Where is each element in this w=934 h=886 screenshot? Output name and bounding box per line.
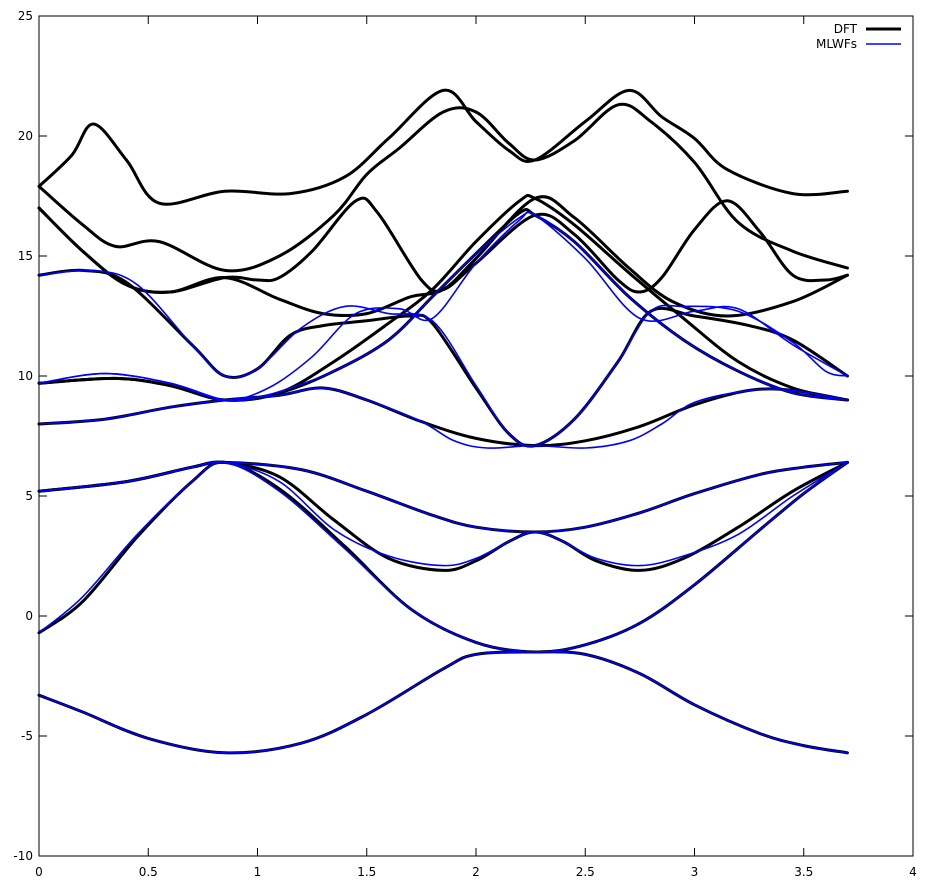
y-tick-label: -5 <box>21 729 33 743</box>
legend-label-dft: DFT <box>834 22 858 36</box>
dft-band-5 <box>37 386 849 448</box>
dft-band-7 <box>37 193 849 402</box>
x-tick-label: 3.5 <box>794 865 813 879</box>
y-tick-label: 15 <box>18 249 33 263</box>
axis-ticks: 0 0.5 1 1.5 2 2.5 3 3.5 4 -10 -5 0 5 10 15 20 25 <box>13 9 916 879</box>
x-tick-label: 0.5 <box>139 865 158 879</box>
x-tick-label: 1 <box>254 865 262 879</box>
plot-frame <box>38 15 914 857</box>
dft-band-10 <box>37 195 849 318</box>
dft-band-6 <box>37 208 849 402</box>
mlwf-band-8 <box>38 269 849 447</box>
x-tick-label: 0 <box>35 865 43 879</box>
x-tick-label: 1.5 <box>357 865 376 879</box>
y-tick-label: -10 <box>13 849 33 863</box>
x-tick-label: 2 <box>472 865 480 879</box>
mlwf-band-3 <box>38 461 849 533</box>
series-lines <box>37 88 849 755</box>
legend-label-mlwfs: MLWFs <box>816 37 857 51</box>
x-tick-label: 4 <box>909 865 917 879</box>
y-tick-label: 20 <box>18 129 33 143</box>
y-tick-label: 5 <box>25 489 33 503</box>
dft-band-8 <box>37 268 849 448</box>
x-tick-label: 3 <box>691 865 699 879</box>
dft-band-4 <box>37 460 849 572</box>
dft-band-12 <box>37 88 849 206</box>
dft-band-3 <box>37 460 849 534</box>
mlwf-band-1 <box>38 651 849 754</box>
y-tick-label: 25 <box>18 9 33 23</box>
x-tick-label: 2.5 <box>576 865 595 879</box>
y-tick-label: 10 <box>18 369 33 383</box>
y-tick-label: 0 <box>25 609 33 623</box>
mlwf-band-4 <box>38 460 849 567</box>
dft-band-2 <box>37 460 849 654</box>
mlwf-band-7 <box>38 211 849 401</box>
dft-band-11 <box>37 102 849 273</box>
dft-band-1 <box>37 650 849 755</box>
mlwf-band-5 <box>38 387 849 449</box>
mlwf-band-2 <box>38 461 849 653</box>
